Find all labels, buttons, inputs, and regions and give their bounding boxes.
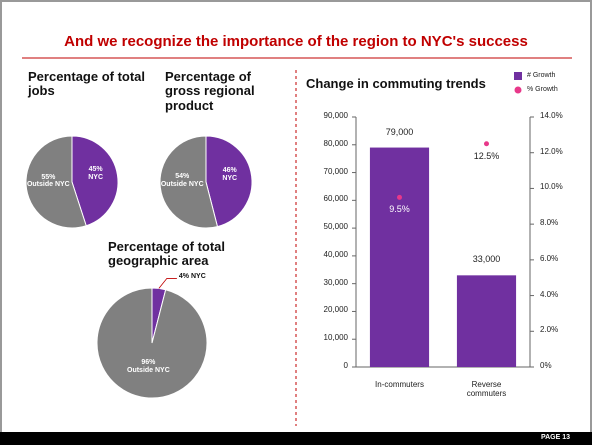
x-tick-label: In-commuters xyxy=(375,380,424,389)
y2-tick-label: 14.0% xyxy=(540,111,563,120)
y-tick-label: 80,000 xyxy=(323,138,348,148)
legend-label: % Growth xyxy=(527,86,558,93)
y-tick-label: 30,000 xyxy=(323,277,348,287)
slice-label: 4% NYC xyxy=(179,273,206,281)
y2-tick-label: 12.0% xyxy=(540,146,563,156)
slice-label: 54% Outside NYC xyxy=(160,173,204,188)
slice-label: 45% NYC xyxy=(74,166,118,181)
legend-swatch xyxy=(514,72,522,80)
legend-label: # Growth xyxy=(527,72,556,79)
slice-value: 4% xyxy=(178,273,190,281)
pie-slice xyxy=(25,135,87,229)
y-tick-label: 20,000 xyxy=(323,305,348,315)
data-label: 9.5% xyxy=(389,204,410,215)
x-tick-label: Reverse commuters xyxy=(466,380,507,398)
y2-tick-label: 8.0% xyxy=(540,218,559,228)
pie-slice xyxy=(159,135,219,229)
slice-value: 96% xyxy=(141,359,156,367)
y-tick-label: 0 xyxy=(343,361,348,370)
y-tick-label: 10,000 xyxy=(323,333,348,343)
slide-title: And we recognize the importance of the r… xyxy=(64,33,528,50)
y2-tick-label: 4.0% xyxy=(540,289,559,299)
slice-category: NYC xyxy=(88,173,104,181)
bar xyxy=(369,147,430,367)
data-label: 12.5% xyxy=(473,150,500,161)
y-tick-label: 70,000 xyxy=(323,166,348,176)
y-tick-label: 50,000 xyxy=(323,222,348,232)
pie-title: Percentage of total geographic area xyxy=(108,239,226,269)
chart-title: Change in commuting trends xyxy=(306,76,486,91)
slice-category: Outside NYC xyxy=(160,180,204,188)
growth-point xyxy=(484,141,489,147)
slice-category: NYC xyxy=(222,174,238,182)
data-label: 33,000 xyxy=(472,254,501,265)
growth-point xyxy=(397,194,402,200)
y2-tick-label: 10.0% xyxy=(540,182,563,192)
slice-category: Outside NYC xyxy=(127,367,170,375)
pie-title: Percentage of gross regional product xyxy=(165,69,255,113)
pie-slice xyxy=(71,135,119,227)
y2-tick-label: 0% xyxy=(540,361,552,370)
pie-slice xyxy=(96,287,208,399)
slice-category: NYC xyxy=(190,273,206,281)
slice-value: 45% xyxy=(88,166,103,174)
data-label: 79,000 xyxy=(385,126,414,137)
slice-value: 55% xyxy=(41,173,56,181)
y-tick-label: 40,000 xyxy=(323,249,348,259)
slice-label: 96% Outside NYC xyxy=(126,359,170,374)
slice-value: 46% xyxy=(222,167,237,174)
leader-line xyxy=(158,278,177,289)
slice-label: 46% NYC xyxy=(208,167,252,182)
y2-tick-label: 6.0% xyxy=(540,253,559,263)
pie-slice xyxy=(205,135,253,228)
pie-title: Percentage of total jobs xyxy=(28,69,146,99)
slice-category: Outside NYC xyxy=(26,181,70,189)
bar xyxy=(456,275,517,367)
legend-swatch xyxy=(514,86,522,94)
footer-bar xyxy=(0,432,592,445)
page-number: PAGE 13 xyxy=(540,434,570,441)
y2-tick-label: 2.0% xyxy=(540,325,559,335)
slice-value: 54% xyxy=(175,172,190,180)
y-tick-label: 90,000 xyxy=(323,111,348,120)
y-tick-label: 60,000 xyxy=(323,194,348,204)
slice-label: 55% Outside NYC xyxy=(26,174,70,189)
